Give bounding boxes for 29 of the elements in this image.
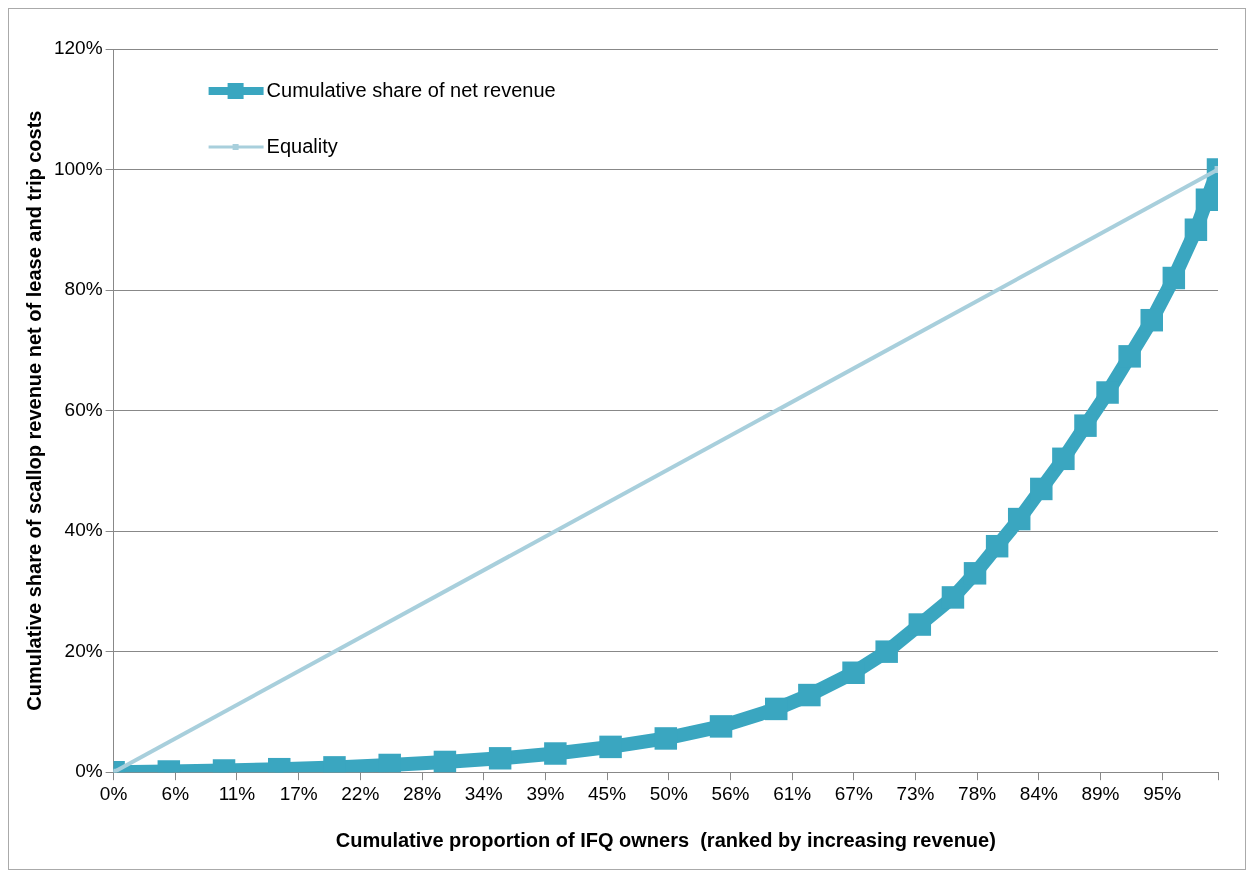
x-tick-label: 34% — [464, 782, 503, 804]
x-tick-label: 6% — [161, 782, 190, 804]
x-tick-label: 0% — [99, 782, 128, 804]
x-tick-label: 89% — [1081, 782, 1120, 804]
y-tick-label: 20% — [64, 639, 103, 661]
x-tick-label: 17% — [279, 782, 318, 804]
x-tick-label: 61% — [773, 782, 812, 804]
x-tick-label: 67% — [834, 782, 873, 804]
legend-label: Cumulative share of net revenue — [266, 78, 556, 101]
y-tick-label: 60% — [64, 398, 103, 420]
y-tick-label: 0% — [75, 760, 103, 782]
x-tick-label: 50% — [649, 782, 688, 804]
x-tick-label: 39% — [526, 782, 565, 804]
legend-label: Equality — [266, 134, 338, 157]
x-tick-label: 22% — [341, 782, 380, 804]
x-tick-label: 95% — [1143, 782, 1182, 804]
y-tick-label: 100% — [53, 157, 103, 179]
y-tick-label: 120% — [53, 37, 103, 59]
y-axis-title: Cumulative share of scallop revenue net of lease and trip costs — [22, 110, 45, 711]
x-tick-label: 45% — [588, 782, 627, 804]
x-axis-title: Cumulative proportion of IFQ owners (ranked by increasing revenue) — [335, 828, 996, 851]
x-tick-label: 28% — [403, 782, 442, 804]
x-tick-label: 56% — [711, 782, 750, 804]
y-tick-label: 80% — [64, 278, 103, 300]
x-tick-label: 73% — [896, 782, 935, 804]
x-tick-label: 84% — [1019, 782, 1058, 804]
x-tick-label: 78% — [958, 782, 997, 804]
y-tick-label: 40% — [64, 519, 103, 541]
x-tick-label: 11% — [218, 782, 256, 804]
